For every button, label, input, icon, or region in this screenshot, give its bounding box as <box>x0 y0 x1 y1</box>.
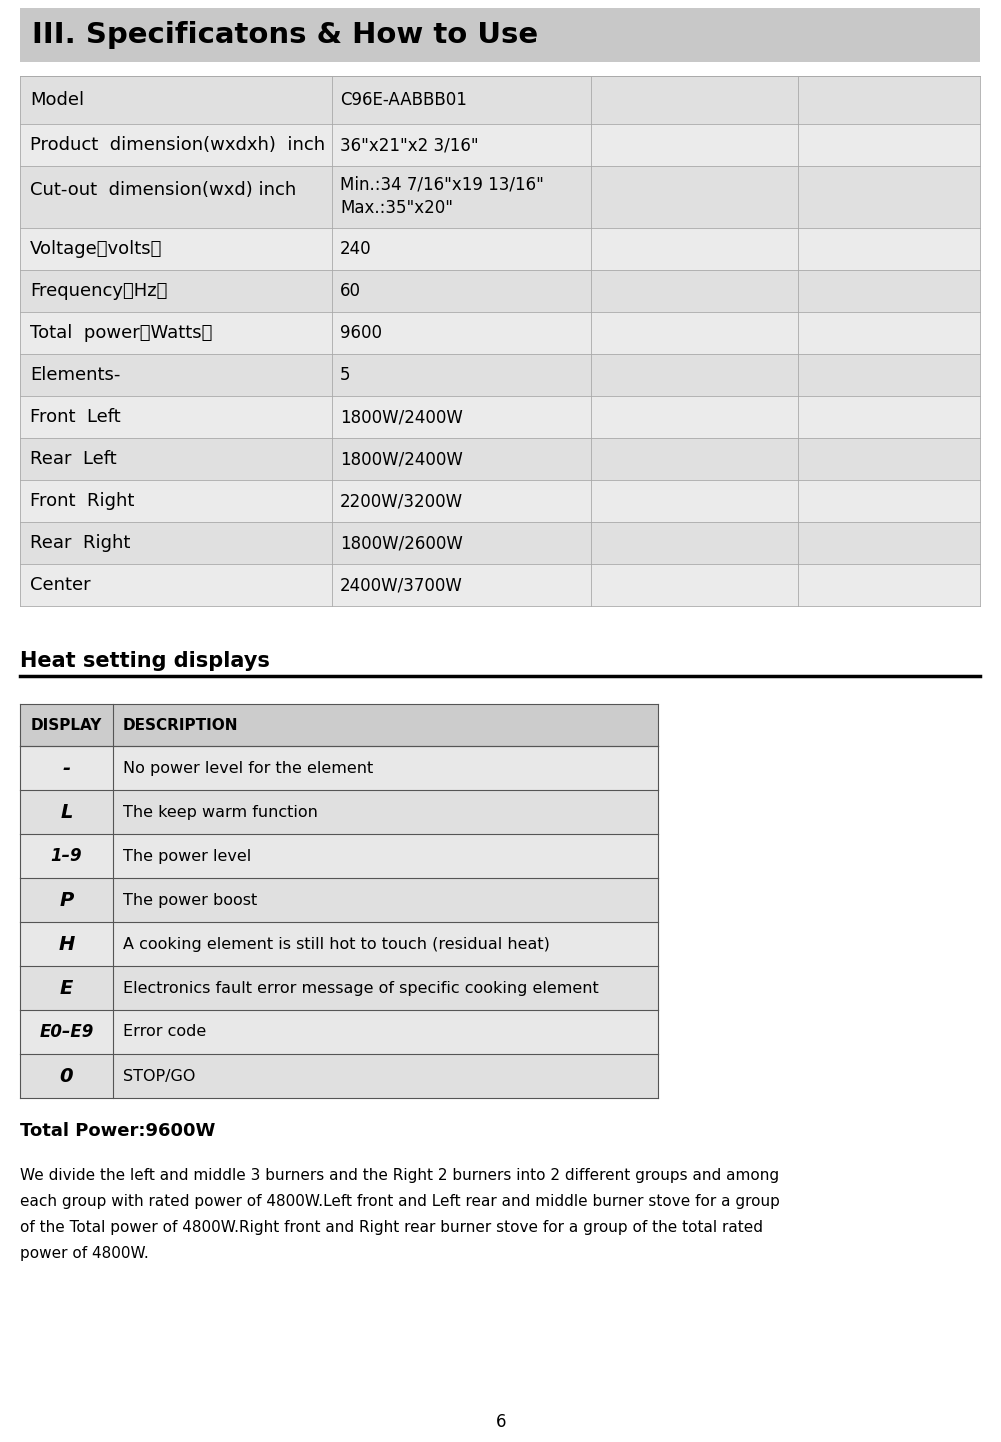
Bar <box>20 746 658 790</box>
Text: Cut-out  dimension(wxd) inch: Cut-out dimension(wxd) inch <box>30 180 296 199</box>
Text: Electronics fault error message of specific cooking element: Electronics fault error message of speci… <box>123 981 599 995</box>
Bar <box>20 878 658 921</box>
Text: 60: 60 <box>340 283 361 300</box>
Text: The power boost: The power boost <box>123 893 257 907</box>
Bar <box>20 76 980 124</box>
Text: P: P <box>59 891 74 910</box>
Text: 6: 6 <box>495 1413 507 1430</box>
Text: 0: 0 <box>60 1067 73 1086</box>
Text: DISPLAY: DISPLAY <box>31 718 102 733</box>
Text: each group with rated power of 4800W.Left front and Left rear and middle burner : each group with rated power of 4800W.Lef… <box>20 1194 780 1208</box>
Bar <box>20 1054 658 1097</box>
Text: The keep warm function: The keep warm function <box>123 805 318 819</box>
Text: C96E-AABBB01: C96E-AABBB01 <box>340 91 466 110</box>
Text: The power level: The power level <box>123 848 251 864</box>
Text: 9600: 9600 <box>340 324 382 342</box>
Text: Frequency（Hz）: Frequency（Hz） <box>30 283 167 300</box>
Bar <box>20 438 980 480</box>
Text: E0–E9: E0–E9 <box>39 1022 94 1041</box>
Text: Error code: Error code <box>123 1024 206 1040</box>
Bar <box>20 124 980 166</box>
Bar <box>20 833 658 878</box>
Text: A cooking element is still hot to touch (residual heat): A cooking element is still hot to touch … <box>123 936 550 952</box>
Text: III. Specificatons & How to Use: III. Specificatons & How to Use <box>32 22 539 49</box>
Text: 5: 5 <box>340 366 350 384</box>
Text: 240: 240 <box>340 239 371 258</box>
Text: -: - <box>62 758 70 777</box>
Bar <box>20 397 980 438</box>
Text: Min.:34 7/16"x19 13/16": Min.:34 7/16"x19 13/16" <box>340 176 544 193</box>
Text: E: E <box>60 979 73 998</box>
Text: of the Total power of 4800W.Right front and Right rear burner stove for a group : of the Total power of 4800W.Right front … <box>20 1220 763 1234</box>
Text: Center: Center <box>30 575 91 594</box>
Text: DESCRIPTION: DESCRIPTION <box>123 718 238 733</box>
Text: H: H <box>58 934 75 953</box>
Text: We divide the left and middle 3 burners and the Right 2 burners into 2 different: We divide the left and middle 3 burners … <box>20 1168 779 1182</box>
Bar <box>20 790 658 833</box>
Text: Model: Model <box>30 91 84 110</box>
Bar <box>20 480 980 522</box>
Bar <box>20 270 980 311</box>
Text: Front  Right: Front Right <box>30 492 134 510</box>
Bar <box>20 704 658 746</box>
Text: 1800W/2600W: 1800W/2600W <box>340 534 462 552</box>
Text: Max.:35"x20": Max.:35"x20" <box>340 199 453 218</box>
Text: 1800W/2400W: 1800W/2400W <box>340 450 462 469</box>
Text: Heat setting displays: Heat setting displays <box>20 650 270 671</box>
Text: 1800W/2400W: 1800W/2400W <box>340 408 462 425</box>
Bar <box>20 522 980 564</box>
Text: Voltage（volts）: Voltage（volts） <box>30 239 162 258</box>
Text: 2400W/3700W: 2400W/3700W <box>340 575 462 594</box>
Text: 2200W/3200W: 2200W/3200W <box>340 492 463 510</box>
Bar <box>20 166 980 228</box>
Text: 36"x21"x2 3/16": 36"x21"x2 3/16" <box>340 136 478 154</box>
Text: STOP/GO: STOP/GO <box>123 1069 195 1083</box>
Text: Rear  Right: Rear Right <box>30 534 130 552</box>
Bar <box>20 228 980 270</box>
Text: Elements-: Elements- <box>30 366 120 384</box>
Bar <box>20 564 980 606</box>
Text: No power level for the element: No power level for the element <box>123 760 373 776</box>
Text: Total  power（Watts）: Total power（Watts） <box>30 324 212 342</box>
Text: Front  Left: Front Left <box>30 408 121 425</box>
Bar <box>20 966 658 1009</box>
Text: L: L <box>60 803 73 822</box>
Text: Rear  Left: Rear Left <box>30 450 117 469</box>
Text: power of 4800W.: power of 4800W. <box>20 1246 149 1260</box>
Bar <box>20 921 658 966</box>
Text: Product  dimension(wxdxh)  inch: Product dimension(wxdxh) inch <box>30 136 325 154</box>
Bar <box>20 9 980 62</box>
Bar <box>20 311 980 353</box>
Bar <box>20 1009 658 1054</box>
Text: Total Power:9600W: Total Power:9600W <box>20 1122 215 1141</box>
Bar <box>20 353 980 397</box>
Text: 1–9: 1–9 <box>51 846 82 865</box>
